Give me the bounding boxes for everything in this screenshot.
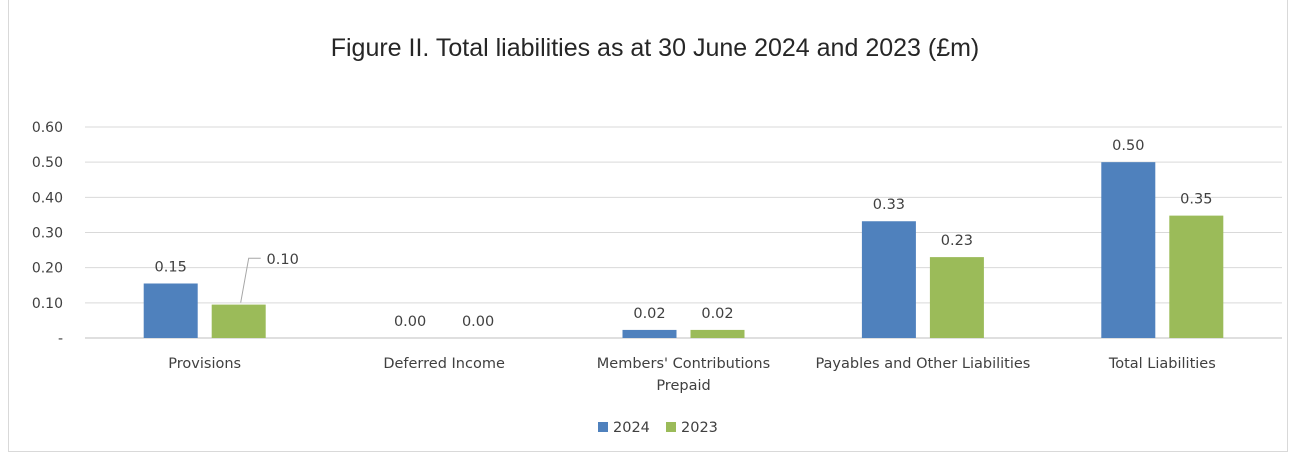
data-label: 0.23: [941, 233, 973, 249]
leader-line: [240, 257, 261, 303]
legend-label-2024: 2024: [613, 420, 650, 436]
x-tick-label: Prepaid: [656, 378, 710, 394]
chart-title: Figure II. Total liabilities as at 30 Ju…: [331, 34, 980, 62]
data-label: 0.02: [633, 306, 665, 322]
bar-2023: [211, 304, 266, 338]
x-tick-label: Deferred Income: [383, 356, 505, 372]
y-axis: - 0.10 0.20 0.30 0.40 0.50 0.60: [32, 120, 63, 347]
data-label: 0.15: [155, 259, 187, 275]
gridlines: [85, 126, 1282, 339]
data-label: 0.50: [1112, 138, 1144, 154]
bar-2024: [622, 329, 677, 338]
data-labels: 0.15 0.10 0.00 0.00 0.02 0.02 0.33 0.23 0.50 0.35: [155, 138, 1213, 330]
bar-2024: [1101, 162, 1156, 338]
bar-2024: [143, 283, 198, 338]
y-tick-label: 0.10: [32, 296, 63, 312]
data-label: 0.33: [873, 197, 905, 213]
bar-2023: [1169, 215, 1224, 338]
bar-2023: [690, 329, 745, 338]
y-tick-label: -: [58, 331, 63, 347]
y-tick-label: 0.60: [32, 120, 63, 136]
bar-2023: [929, 257, 984, 338]
data-label: 0.00: [394, 314, 426, 330]
data-label: 0.35: [1180, 192, 1212, 208]
data-label: 0.10: [267, 252, 299, 268]
x-tick-label: Provisions: [168, 356, 241, 372]
x-tick-label: Payables and Other Liabilities: [815, 356, 1030, 372]
data-label: 0.00: [462, 314, 494, 330]
bar-2024: [861, 221, 916, 338]
y-tick-label: 0.40: [32, 190, 63, 206]
bars: [143, 162, 1224, 338]
legend-swatch-2023: [666, 422, 676, 432]
legend-label-2023: 2023: [681, 420, 718, 436]
x-tick-label: Members' Contributions: [597, 356, 770, 372]
data-label: 0.02: [701, 306, 733, 322]
x-axis: Provisions Deferred Income Members' Contri…: [168, 356, 1215, 394]
y-tick-label: 0.30: [32, 226, 63, 242]
y-tick-label: 0.50: [32, 155, 63, 171]
legend: 2024 2023: [598, 420, 718, 436]
x-tick-label: Total Liabilities: [1108, 356, 1216, 372]
y-tick-label: 0.20: [32, 261, 63, 277]
chart-frame: [8, 0, 1288, 452]
legend-swatch-2024: [598, 422, 608, 432]
